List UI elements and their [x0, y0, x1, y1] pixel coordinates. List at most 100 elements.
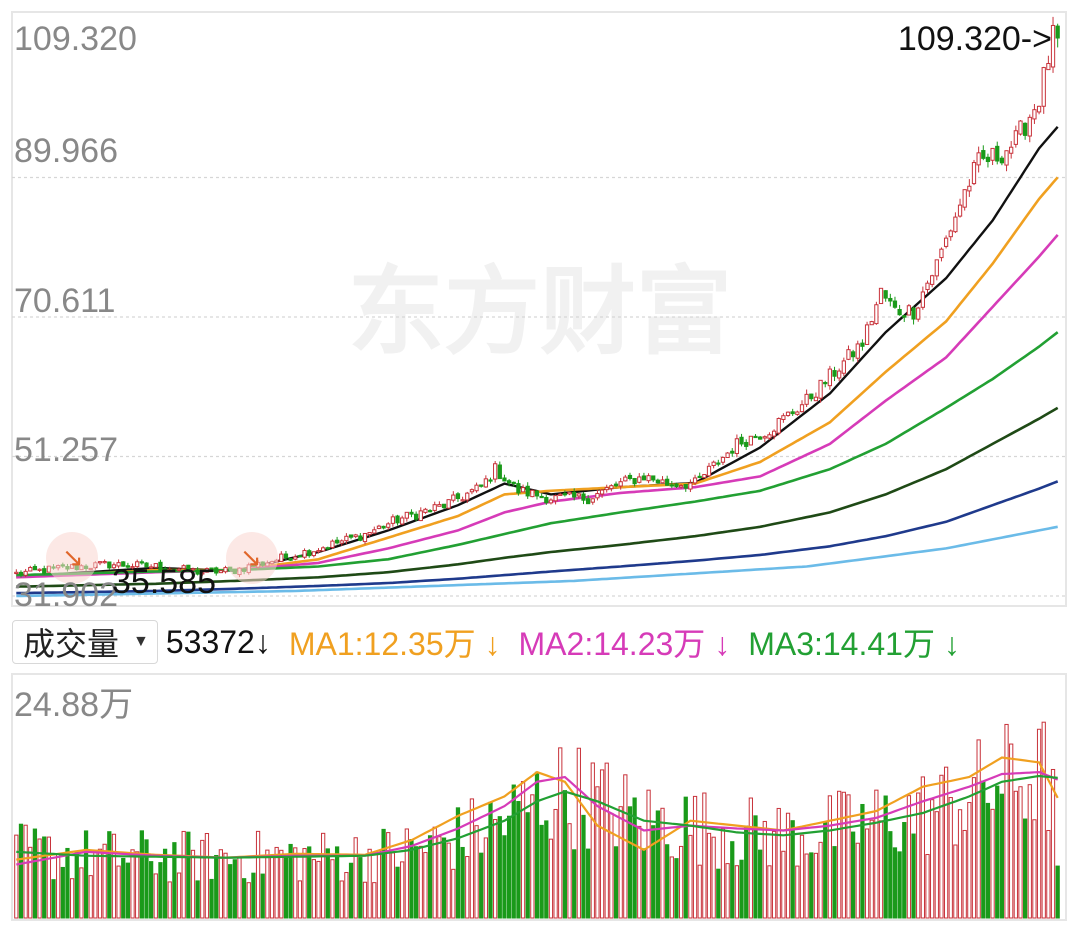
- candle-body: [632, 478, 637, 485]
- volume-bar: [130, 849, 135, 919]
- candle-body: [995, 145, 1000, 162]
- candle-body: [172, 568, 177, 572]
- candle-body: [107, 561, 112, 569]
- volume-bar: [771, 830, 777, 919]
- candle-body: [627, 474, 633, 479]
- candle-body: [813, 396, 819, 402]
- candle-body: [427, 510, 433, 513]
- volume-bar: [204, 833, 210, 919]
- volume-bar: [925, 854, 930, 919]
- candle-body: [1023, 122, 1028, 136]
- volume-bar: [660, 807, 665, 919]
- candle-body: [1055, 25, 1060, 39]
- price-axis-label-min: 31.902: [14, 576, 118, 614]
- candle-body: [581, 493, 586, 501]
- volume-bar: [158, 862, 163, 919]
- volume-bar: [46, 836, 51, 919]
- volume-bar: [892, 847, 898, 919]
- volume-bar: [646, 789, 651, 919]
- volume-bar: [441, 837, 447, 919]
- volume-bar: [846, 794, 851, 919]
- candle-body: [874, 304, 879, 325]
- candle-body: [493, 463, 498, 480]
- candle-body: [716, 462, 721, 465]
- candle-body: [97, 561, 103, 564]
- volume-bar: [214, 854, 219, 919]
- candle-body: [590, 498, 595, 503]
- candle-body: [599, 489, 605, 495]
- candle-body: [660, 479, 665, 484]
- volume-bar: [1032, 819, 1037, 919]
- candle-body: [567, 491, 572, 495]
- candle-body: [725, 452, 730, 459]
- volume-bar: [423, 852, 428, 919]
- candle-body: [497, 464, 502, 480]
- volume-bar: [669, 856, 674, 919]
- volume-bar: [162, 848, 168, 919]
- candle-body: [42, 568, 47, 574]
- candle-body: [804, 393, 809, 405]
- candle-body: [316, 550, 321, 553]
- volume-bar: [274, 846, 279, 919]
- candle-body: [376, 525, 382, 529]
- volume-bar: [1055, 865, 1060, 919]
- candle-body: [111, 564, 117, 569]
- volume-bar: [437, 836, 442, 919]
- volume-bar: [897, 851, 902, 919]
- volume-bar: [325, 848, 330, 919]
- volume-bar: [883, 795, 888, 919]
- volume-bar: [869, 819, 874, 919]
- signal-arrow-icon: ↘: [62, 543, 84, 573]
- candle-body: [595, 493, 600, 499]
- volume-bar: [18, 823, 24, 919]
- volume-bar: [255, 830, 261, 919]
- candle-body: [121, 561, 126, 567]
- volume-bar: [348, 862, 354, 919]
- candle-body: [906, 305, 912, 316]
- candle-body: [883, 290, 888, 299]
- volume-bar: [121, 857, 126, 919]
- candle-body: [878, 287, 884, 305]
- candle-body: [962, 189, 967, 208]
- volume-bar: [888, 831, 893, 919]
- candle-body: [283, 553, 289, 559]
- candle-body: [395, 515, 400, 524]
- candle-body: [516, 483, 521, 494]
- volume-bar: [878, 820, 884, 919]
- volume-bar: [790, 820, 795, 919]
- candle-body: [204, 568, 210, 573]
- candle-body: [334, 539, 340, 544]
- volume-bar: [809, 852, 814, 919]
- volume-bar: [520, 781, 526, 919]
- volume-bar: [390, 852, 396, 919]
- candle-body: [418, 510, 423, 522]
- volume-bar: [362, 881, 368, 919]
- volume-bar: [474, 825, 479, 919]
- candle-body: [502, 477, 507, 482]
- volume-bar: [981, 780, 986, 919]
- volume-moving-averages: [16, 756, 1059, 866]
- candle-body: [553, 495, 558, 502]
- volume-bar: [688, 834, 693, 919]
- candle-body: [446, 499, 451, 509]
- candle-body: [976, 152, 981, 166]
- volume-bar: [497, 816, 502, 919]
- volume-bar: [455, 807, 461, 919]
- candle-body: [790, 411, 795, 415]
- volume-bar: [739, 859, 744, 919]
- volume-bar: [902, 822, 907, 919]
- volume-bar: [195, 880, 200, 919]
- volume-bar: [1027, 784, 1032, 919]
- volume-bar: [576, 747, 581, 919]
- ma60-line: [16, 406, 1059, 588]
- candle-body: [158, 561, 163, 571]
- indicator-selector-dropdown[interactable]: 成交量 ▼: [12, 620, 158, 664]
- volume-bar: [37, 838, 42, 919]
- volume-bar: [125, 862, 131, 919]
- candle-body: [525, 485, 530, 497]
- volume-bar: [386, 832, 391, 919]
- candle-body: [776, 417, 781, 434]
- volume-bar: [702, 792, 707, 919]
- volume-bar: [530, 794, 535, 919]
